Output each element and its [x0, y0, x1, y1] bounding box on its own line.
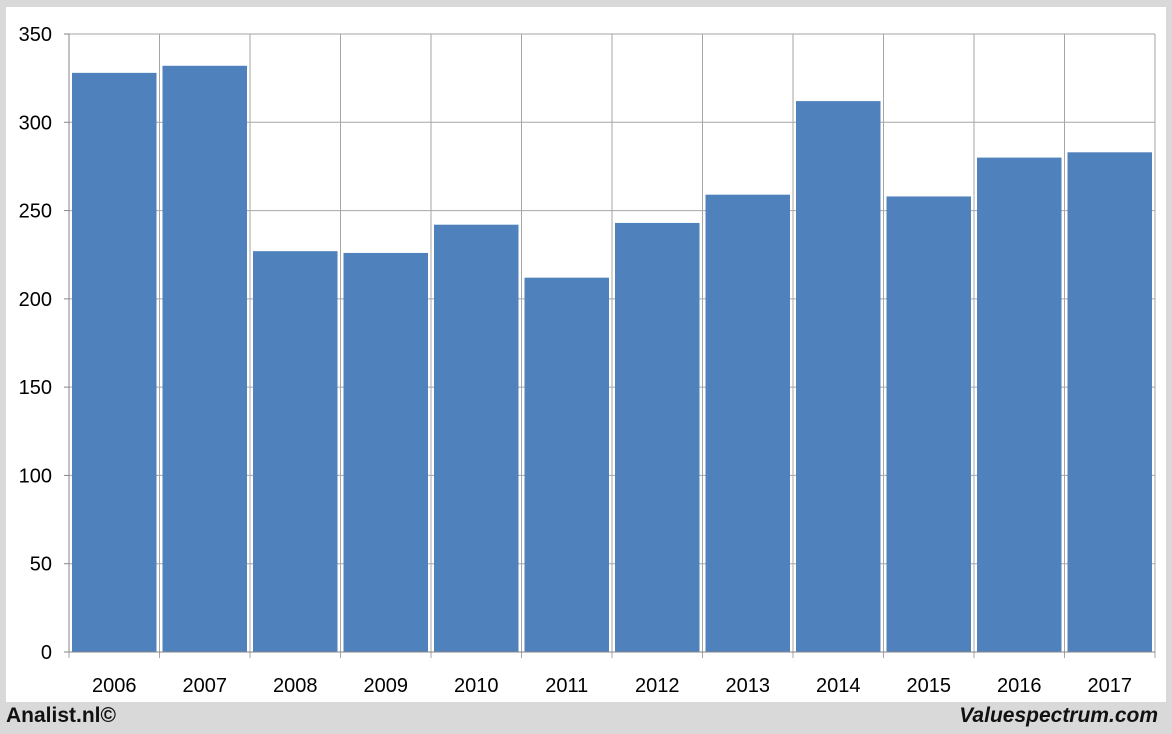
bar-chart: 0 50 100 150 200 250 300 350 2006 2007 2008 2009 201… — [19, 24, 1156, 697]
x-tick-label: 2007 — [183, 675, 228, 697]
x-tick-label: 2013 — [726, 675, 771, 697]
y-tick-label: 150 — [19, 377, 52, 399]
x-tick-label: 2008 — [273, 675, 318, 697]
bar-2017 — [1067, 152, 1152, 652]
x-tick-label: 2016 — [997, 675, 1042, 697]
y-tick-label: 0 — [41, 642, 52, 664]
y-tick-label: 50 — [30, 554, 52, 576]
bar-2008 — [253, 251, 338, 652]
bar-2009 — [343, 252, 428, 652]
x-tick-label: 2014 — [816, 675, 861, 697]
bar-2010 — [434, 224, 519, 652]
chart-frame: 0 50 100 150 200 250 300 350 2006 2007 2008 2009 201… — [6, 7, 1166, 702]
x-tick-label: 2010 — [454, 675, 499, 697]
bar-2016 — [977, 157, 1062, 652]
bar-2013 — [705, 194, 790, 652]
bar-2012 — [615, 222, 700, 652]
y-tick-label: 300 — [19, 112, 52, 134]
x-tick-label: 2015 — [907, 675, 952, 697]
x-tick-label: 2009 — [364, 675, 409, 697]
valuespectrum-credit: Valuespectrum.com — [959, 704, 1158, 727]
bar-2011 — [524, 277, 609, 652]
y-tick-label: 200 — [19, 289, 52, 311]
y-tick-label: 250 — [19, 201, 52, 223]
bar-2015 — [886, 196, 971, 652]
x-tick-label: 2006 — [92, 675, 137, 697]
y-tick-label: 350 — [19, 24, 52, 46]
x-tick-label: 2017 — [1088, 675, 1133, 697]
y-tick-label: 100 — [19, 465, 52, 487]
bar-2007 — [162, 65, 247, 653]
analist-credit: Analist.nl© — [6, 704, 116, 727]
x-tick-label: 2012 — [635, 675, 680, 697]
x-tick-label: 2011 — [545, 675, 588, 697]
bar-2006 — [72, 72, 157, 653]
bar-2014 — [796, 101, 881, 652]
